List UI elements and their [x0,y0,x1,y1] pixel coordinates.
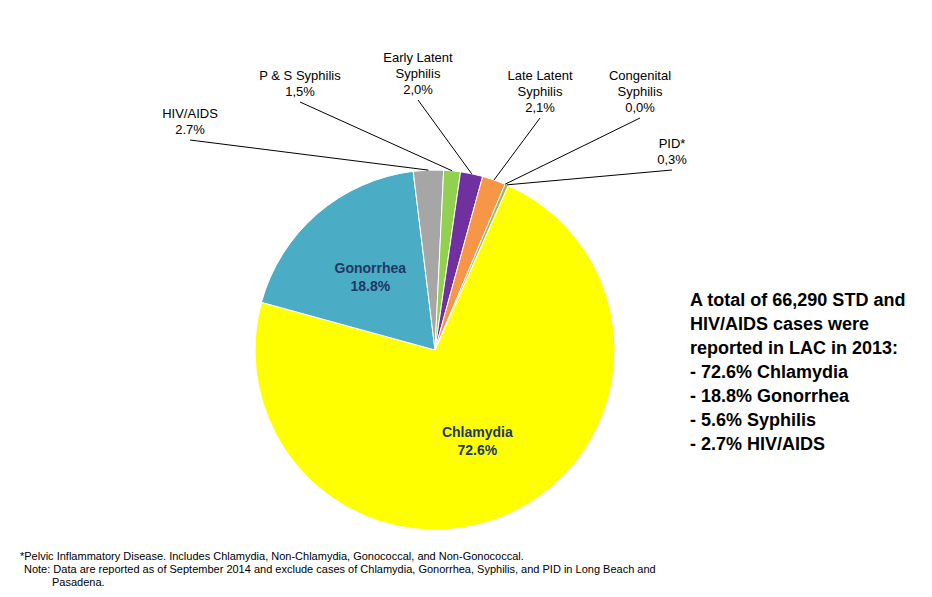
svg-text:HIV/AIDS: HIV/AIDS [162,106,218,121]
svg-text:Chlamydia: Chlamydia [442,424,513,440]
svg-text:Syphilis: Syphilis [518,84,563,99]
svg-text:0,3%: 0,3% [657,152,687,167]
svg-text:2,1%: 2,1% [525,100,555,115]
svg-text:PID*: PID* [659,136,686,151]
svg-text:Gonorrhea: Gonorrhea [335,260,407,276]
svg-text:Syphilis: Syphilis [396,66,441,81]
svg-text:Congenital: Congenital [609,68,671,83]
svg-text:0,0%: 0,0% [625,100,655,115]
svg-text:Late Latent: Late Latent [507,68,572,83]
svg-text:2.7%: 2.7% [175,122,205,137]
html-text:A total of 66,290 STD and HIV/: A total of 66,290 STD and HIV/AIDS cases… [690,290,906,358]
html-text:Note: Data are reported as of: Note: Data are reported as of September … [24,563,656,588]
html-text:- 18.8% Gonorrhea: - 18.8% Gonorrhea [690,386,849,406]
svg-text:1,5%: 1,5% [285,84,315,99]
html-text:- 5.6% Syphilis: - 5.6% Syphilis [690,410,816,430]
svg-text:18.8%: 18.8% [350,278,390,294]
svg-text:Early Latent: Early Latent [383,50,453,65]
html-text:- 72.6% Chlamydia: - 72.6% Chlamydia [690,362,849,382]
svg-text:2,0%: 2,0% [403,82,433,97]
svg-text:Syphilis: Syphilis [618,84,663,99]
html-text:*Pelvic Inflammatory Disease.: *Pelvic Inflammatory Disease. Includes C… [20,550,524,562]
html-text:- 2.7% HIV/AIDS: - 2.7% HIV/AIDS [690,434,825,454]
svg-text:P & S Syphilis: P & S Syphilis [259,68,341,83]
svg-text:72.6%: 72.6% [457,442,497,458]
